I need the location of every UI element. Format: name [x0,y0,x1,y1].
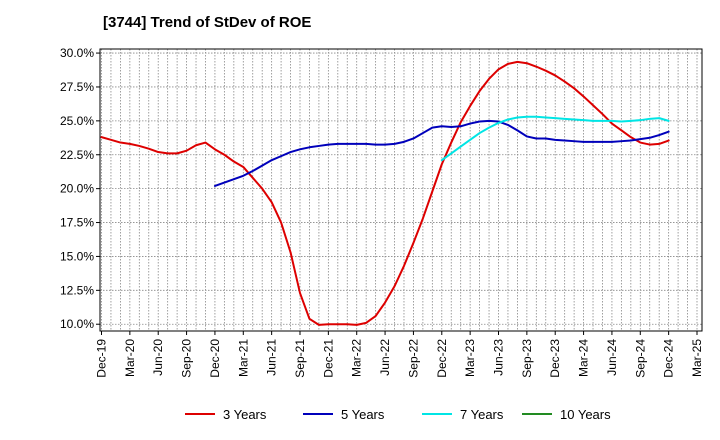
series-line-3-years [100,60,670,326]
legend-label: 3 Years [223,407,267,422]
legend-label: 7 Years [460,407,504,422]
x-tick-label: Jun-20 [151,339,165,376]
series-line-7-years [440,115,670,162]
x-tick-label: Dec-19 [95,339,109,378]
x-tick-label: Dec-21 [321,339,335,378]
x-tick-label: Sep-23 [520,339,534,378]
series-lines [100,60,670,326]
legend-label: 10 Years [560,407,611,422]
y-tick-label: 15.0% [60,249,94,263]
y-tick-label: 20.0% [60,182,94,196]
x-tick-label: Jun-22 [378,339,392,376]
x-tick-label: Dec-24 [662,339,676,378]
x-tick-label: Mar-22 [350,339,364,377]
y-tick-label: 10.0% [60,317,94,331]
x-tick-label: Jun-21 [265,339,279,376]
x-tick-label: Dec-23 [548,339,562,378]
y-axis: 10.0% 12.5% 15.0% 17.5% 20.0% 22.5% 25.0% 27.5%… [60,46,100,331]
y-tick-label: 22.5% [60,148,94,162]
x-tick-label: Sep-22 [406,339,420,378]
y-tick-label: 12.5% [60,283,94,297]
x-tick-label: Dec-20 [208,339,222,378]
chart-title: [3744] Trend of StDev of ROE [103,14,312,31]
x-tick-label: Sep-20 [180,339,194,378]
plot-frame [99,48,703,332]
series-line-5-years [213,119,670,187]
y-tick-label: 17.5% [60,216,94,230]
x-tick-label: Jun-24 [605,339,619,376]
grid-lines [100,49,702,331]
x-axis: Dec-19 Mar-20 Jun-20 Sep-20 Dec-20 Mar-21 Jun-… [95,331,704,378]
legend-label: 5 Years [341,407,385,422]
x-tick-label: Jun-23 [492,339,506,376]
y-tick-label: 27.5% [60,80,94,94]
x-tick-label: Dec-22 [435,339,449,378]
x-tick-label: Sep-21 [293,339,307,378]
y-tick-label: 25.0% [60,114,94,128]
y-tick-label: 30.0% [60,46,94,60]
x-tick-label: Mar-20 [123,339,137,377]
x-tick-label: Mar-23 [463,339,477,377]
x-tick-label: Mar-25 [690,339,704,377]
x-tick-label: Mar-24 [577,339,591,377]
legend: 3 Years 5 Years 7 Years 10 Years [185,407,611,422]
x-tick-label: Mar-21 [236,339,250,377]
x-tick-label: Sep-24 [633,339,647,378]
